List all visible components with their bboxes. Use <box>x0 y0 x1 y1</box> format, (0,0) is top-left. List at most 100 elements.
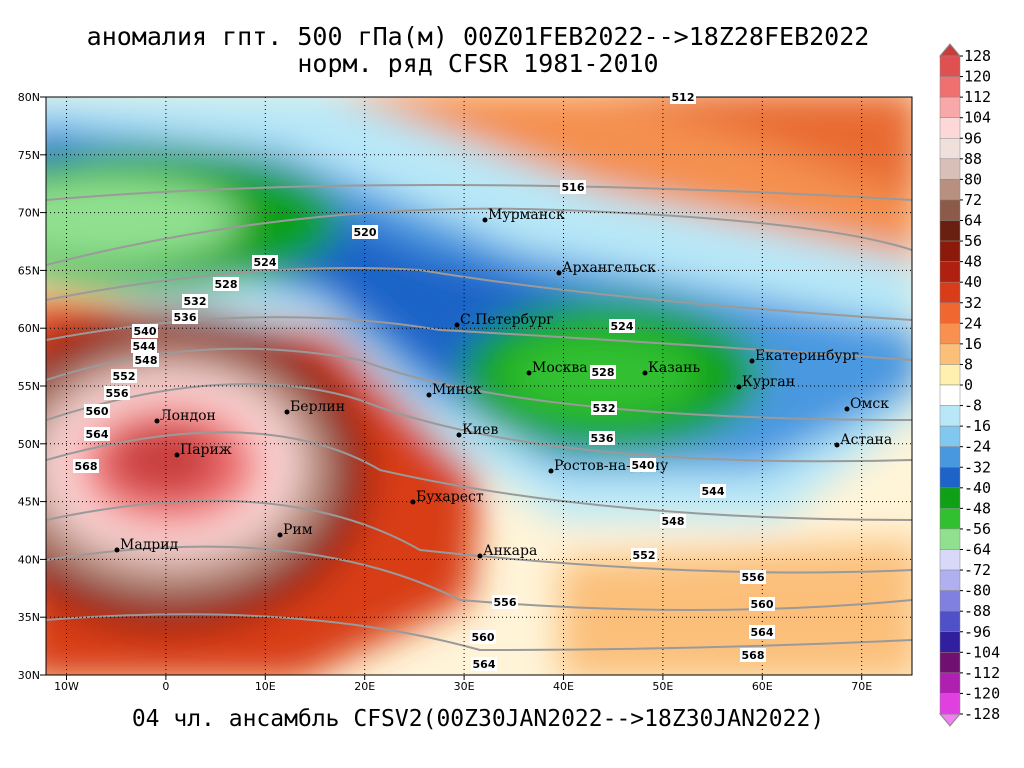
colorbar-box <box>939 405 961 427</box>
colorbar-box <box>939 240 961 262</box>
colorbar-box <box>939 302 961 324</box>
city-label: Минск <box>432 382 482 398</box>
city-dot <box>284 409 290 415</box>
city-label: Рим <box>283 522 313 538</box>
colorbar-box <box>939 487 961 509</box>
contour-label-box <box>590 365 616 379</box>
colorbar-box <box>939 631 961 653</box>
colorbar-box <box>939 446 961 468</box>
city-dot <box>456 432 462 438</box>
contour-label-box <box>111 369 137 383</box>
contour-label-box <box>740 648 766 662</box>
footer: 04 чл. ансамбль CFSV2(00Z30JAN2022-->18Z… <box>132 706 824 732</box>
colorbar-box <box>939 384 961 406</box>
city-label: Мадрид <box>120 537 179 553</box>
contour-label: 552 <box>113 370 136 383</box>
city-dot <box>642 370 648 376</box>
contour-label: 544 <box>133 340 156 353</box>
colorbar-label: -40 <box>964 479 991 497</box>
contour-label-box <box>131 339 157 353</box>
lon-tick-label: 70E <box>851 680 872 693</box>
colorbar-label: -64 <box>964 541 991 559</box>
lon-tick-label: 50E <box>652 680 673 693</box>
colorbar-box <box>939 569 961 591</box>
city-dot <box>526 370 532 376</box>
contour-label-box <box>73 459 99 473</box>
lon-tick-label: 10W <box>54 680 79 693</box>
contour-label: 560 <box>86 405 109 418</box>
colorbar-box <box>939 117 961 139</box>
contour-label-box <box>172 310 198 324</box>
colorbar-label: 96 <box>964 129 982 147</box>
city-dot <box>834 442 840 448</box>
lat-tick-label: 55N <box>18 380 40 393</box>
colorbar-label: 104 <box>964 109 991 127</box>
colorbar-box <box>939 323 961 345</box>
contour-label: 516 <box>562 181 585 194</box>
contour-label: 556 <box>106 387 129 400</box>
contour-label: 564 <box>751 626 774 639</box>
colorbar-label: -48 <box>964 499 991 517</box>
contour-label-box <box>700 484 726 498</box>
colorbar-box <box>939 425 961 447</box>
contour-label: 568 <box>742 649 765 662</box>
city-dot <box>454 322 460 328</box>
colorbar-box <box>939 179 961 201</box>
contour-label: 552 <box>633 549 656 562</box>
city-label: Бухарест <box>416 489 484 505</box>
contour-label: 560 <box>472 631 495 644</box>
colorbar-label: 56 <box>964 232 982 250</box>
colorbar-box <box>939 610 961 632</box>
city-label: С.Петербург <box>460 312 554 328</box>
city-label: Екатеринбург <box>755 348 859 364</box>
contour-label: 536 <box>174 311 197 324</box>
city-label: Курган <box>742 374 795 390</box>
colorbar-box <box>939 528 961 550</box>
colorbar-box <box>939 199 961 221</box>
contour-label-box <box>589 431 615 445</box>
contour-label-box <box>213 277 239 291</box>
city-label: Москва <box>532 360 588 376</box>
colorbar-label: 24 <box>964 314 982 332</box>
city-label: Берлин <box>290 399 345 415</box>
contour-label: 524 <box>611 320 634 333</box>
contour-label-box <box>492 595 518 609</box>
contour-label: 536 <box>591 432 614 445</box>
colorbar-label: 72 <box>964 191 982 209</box>
city-dot <box>277 532 283 538</box>
contour-label-box <box>630 458 656 472</box>
lon-tick-label: 20E <box>354 680 375 693</box>
lat-tick-label: 65N <box>18 264 40 277</box>
colorbar-label: -88 <box>964 602 991 620</box>
contour-label: 524 <box>254 256 277 269</box>
contour-label-box <box>182 294 208 308</box>
colorbar-label: -96 <box>964 623 991 641</box>
city-dot <box>844 406 850 412</box>
colorbar-box <box>939 672 961 694</box>
contour-label: 556 <box>494 596 517 609</box>
contour-label: 568 <box>75 460 98 473</box>
city-label: Киев <box>462 422 498 438</box>
contour-label-box <box>660 514 686 528</box>
contour-label-box <box>631 548 657 562</box>
colorbar-label: 88 <box>964 150 982 168</box>
colorbar-box <box>939 76 961 98</box>
colorbar-label: -24 <box>964 438 991 456</box>
city-dot <box>477 553 483 559</box>
contour-label-box <box>352 225 378 239</box>
colorbar-label: 0 <box>964 376 973 394</box>
colorbar-label: -16 <box>964 417 991 435</box>
colorbar-box <box>939 138 961 160</box>
lat-tick-label: 40N <box>18 553 40 566</box>
contour-label-box <box>470 630 496 644</box>
contour-label-box <box>560 180 586 194</box>
lat-tick-label: 50N <box>18 438 40 451</box>
colorbar-label: -80 <box>964 582 991 600</box>
colorbar-label: -56 <box>964 520 991 538</box>
contour-label: 540 <box>134 325 157 338</box>
contour-label: 528 <box>592 366 615 379</box>
city-dot <box>426 392 432 398</box>
city-label: Архангельск <box>562 260 656 276</box>
city-dot <box>174 452 180 458</box>
